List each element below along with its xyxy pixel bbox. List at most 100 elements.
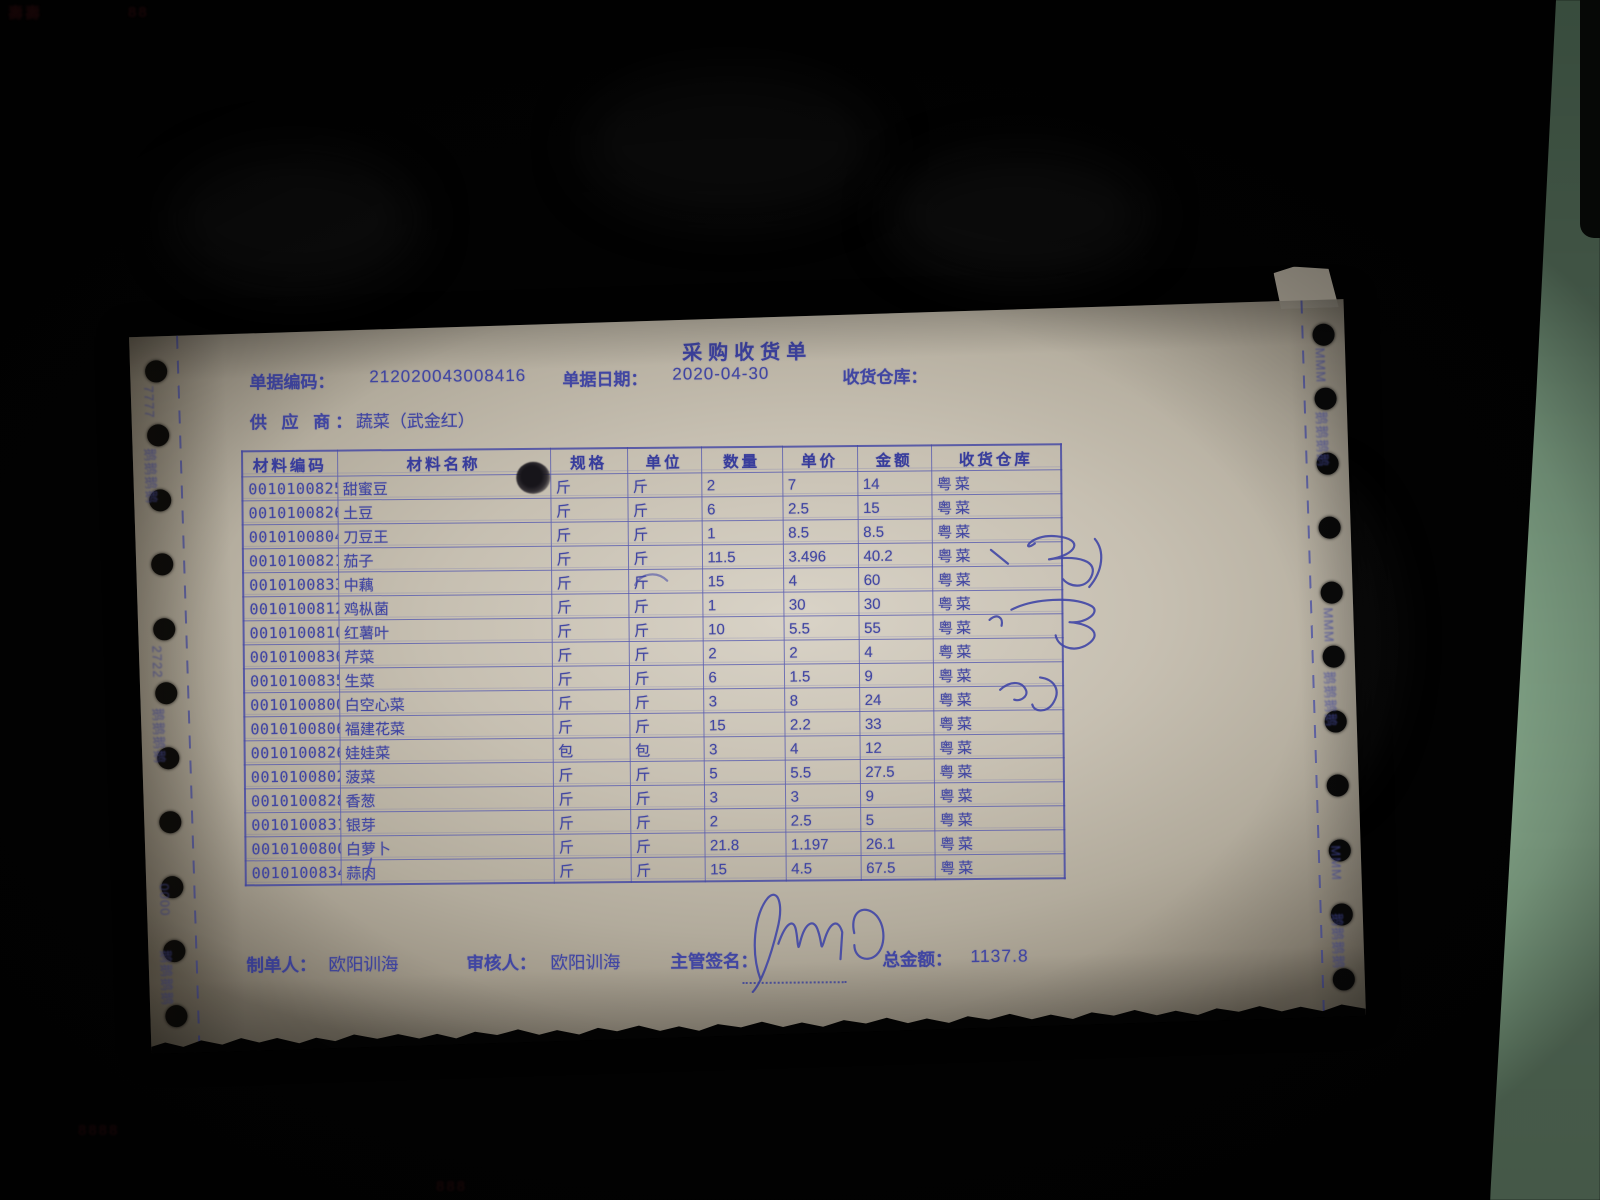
cell-material-code: 0010100802 [244, 764, 340, 789]
cell-amount: 8.5 [857, 518, 932, 544]
cell-warehouse: 粤菜 [934, 805, 1065, 831]
cell-unit: 斤 [627, 472, 702, 498]
cell-unit: 斤 [629, 712, 704, 738]
cell-amount: 12 [859, 734, 934, 760]
cell-amount: 40.2 [857, 542, 933, 568]
cell-unit-price: 2.2 [784, 711, 860, 737]
cell-material-name: 生菜 [338, 666, 553, 693]
cell-warehouse: 粤菜 [933, 733, 1064, 759]
cell-unit: 斤 [630, 808, 705, 834]
cell-material-code: 0010100810 [243, 620, 339, 645]
auditor-value: 欧阳训海 [550, 952, 621, 973]
col-header-unit: 单位 [627, 447, 702, 474]
cell-material-name: 中藕 [338, 570, 552, 597]
cell-quantity: 1 [701, 520, 783, 545]
cell-warehouse: 粤菜 [934, 829, 1065, 855]
cell-quantity: 15 [704, 856, 786, 882]
cell-spec: 斤 [551, 593, 629, 619]
cell-material-name: 香葱 [339, 786, 554, 813]
ink-blot [516, 461, 551, 495]
cell-unit-price: 1.5 [783, 663, 860, 689]
cell-spec: 斤 [553, 833, 631, 859]
cell-unit: 斤 [630, 856, 705, 883]
faint-red-mark: 888 [436, 1178, 468, 1195]
cell-spec: 斤 [550, 545, 629, 571]
cell-material-name: 芹菜 [338, 642, 552, 669]
cell-spec: 斤 [550, 521, 628, 547]
cell-warehouse: 粤菜 [931, 469, 1062, 495]
cell-amount: 26.1 [860, 830, 935, 856]
cell-spec: 斤 [551, 665, 630, 691]
cell-warehouse: 粤菜 [933, 757, 1064, 783]
items-table: 材料编码 材料名称 规格 单位 数量 单价 金额 收货仓库 0010100825 [241, 443, 1066, 887]
pen-arc-mark [634, 573, 669, 587]
cell-unit-price: 2 [783, 639, 859, 665]
warehouse-label: 收货仓库： [842, 367, 928, 388]
cell-warehouse: 粤菜 [933, 781, 1065, 807]
cell-amount: 67.5 [860, 854, 935, 881]
background-patch [580, 70, 880, 220]
cell-warehouse: 粤菜 [934, 853, 1065, 880]
faint-red-mark: 88 [128, 4, 149, 21]
cell-quantity: 10 [702, 616, 784, 641]
cell-quantity: 15 [703, 712, 785, 737]
cell-unit: 包 [629, 736, 704, 762]
cell-unit-price: 5.5 [784, 759, 860, 785]
doc-code-value: 212020043008416 [369, 365, 527, 387]
cell-spec: 斤 [552, 713, 630, 739]
doc-date-value: 2020-04-30 [672, 363, 770, 384]
cell-warehouse: 粤菜 [931, 493, 1062, 519]
cell-material-name: 菠菜 [339, 762, 553, 789]
cell-material-name: 鸡枞菌 [338, 594, 552, 621]
background-patch [890, 150, 1150, 280]
cell-quantity: 6 [701, 496, 783, 521]
handwritten-check-marks [988, 535, 1103, 712]
form-title: 采购收货单 [682, 341, 813, 365]
cell-amount: 60 [858, 566, 933, 592]
col-header-unit-price: 单价 [782, 446, 858, 473]
cell-amount: 30 [858, 590, 933, 616]
cell-material-code: 0010100831 [245, 812, 341, 837]
cell-quantity: 15 [702, 568, 784, 593]
col-header-material-code: 材料编码 [242, 450, 338, 477]
cell-quantity: 6 [702, 664, 785, 689]
cell-amount: 9 [859, 782, 935, 808]
cell-unit-price: 8 [784, 687, 860, 713]
cell-spec: 斤 [550, 497, 628, 523]
cell-unit-price: 2.5 [785, 807, 861, 833]
dark-object [1580, 0, 1600, 238]
cell-amount: 27.5 [859, 758, 934, 784]
cell-material-name: 白萝卜 [340, 834, 554, 861]
supplier-value: 蔬菜（武金红） [355, 411, 475, 432]
cell-unit: 斤 [629, 688, 704, 714]
cell-unit: 斤 [627, 520, 702, 546]
cell-unit: 斤 [628, 664, 704, 690]
cell-material-code: 0010100806 [244, 716, 340, 741]
cell-amount: 5 [860, 806, 935, 832]
cell-material-name: 刀豆王 [337, 522, 551, 549]
cell-quantity: 3 [703, 736, 785, 761]
cell-quantity: 2 [704, 808, 786, 833]
cell-material-code: 0010100836 [243, 644, 339, 669]
cell-material-name: 白空心菜 [339, 690, 553, 717]
cell-spec: 斤 [550, 473, 628, 499]
cell-unit-price: 3.496 [782, 543, 859, 569]
form-content: 采购收货单 单据编码： 212020043008416 单据日期： 2020-0… [137, 313, 1358, 1040]
cell-unit: 斤 [628, 592, 703, 618]
cell-unit-price: 8.5 [782, 519, 858, 545]
auditor-label: 审核人： [466, 952, 537, 974]
cell-unit: 斤 [629, 784, 705, 810]
cell-unit-price: 30 [783, 591, 859, 617]
cell-material-code: 0010100826 [244, 740, 340, 765]
cell-amount: 4 [858, 638, 933, 664]
cell-unit-price: 3 [784, 783, 861, 809]
col-header-quantity: 数量 [701, 446, 783, 473]
cell-amount: 55 [858, 614, 933, 640]
cell-amount: 24 [859, 686, 934, 712]
cell-spec: 斤 [551, 617, 629, 643]
cell-material-code: 0010100800 [245, 836, 341, 861]
cell-quantity: 1 [702, 592, 784, 617]
cell-material-code: 0010100812 [243, 596, 339, 621]
faint-red-mark: 8888 [78, 1122, 120, 1139]
